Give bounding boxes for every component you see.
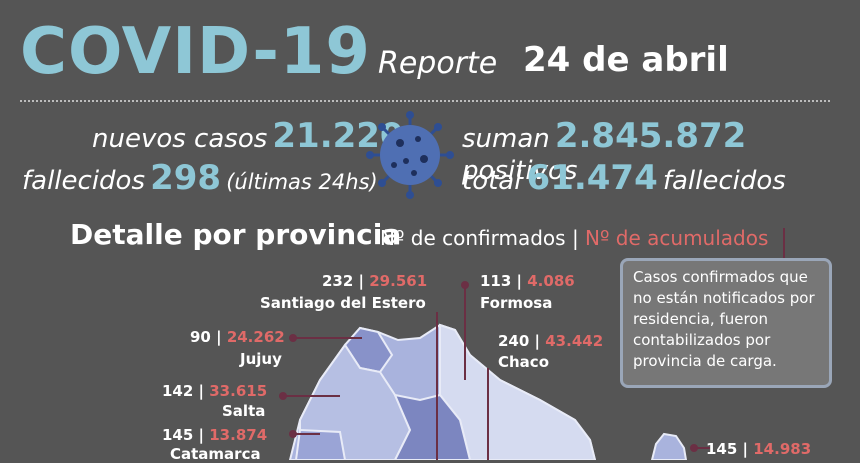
divider bbox=[20, 100, 830, 102]
legend-separator: | bbox=[571, 226, 579, 250]
fallecidos-label: fallecidos bbox=[22, 166, 146, 196]
page-title: COVID-19 bbox=[20, 15, 371, 89]
province-east-values: 145 | 14.983 bbox=[706, 440, 812, 458]
total-label: total bbox=[462, 166, 522, 196]
detalle-heading: Detalle por provincia bbox=[70, 218, 402, 251]
province-chaco-name: Chaco bbox=[498, 353, 550, 371]
report-label: Reporte bbox=[378, 46, 498, 81]
province-confirmados: 145 bbox=[706, 440, 738, 458]
suman-stat: suman 2.845.872 positivos bbox=[462, 116, 860, 186]
province-confirmados: 240 bbox=[498, 332, 530, 350]
acumulados-legend: Nº de acumulados bbox=[585, 226, 769, 250]
suman-value: 2.845.872 bbox=[554, 116, 747, 156]
map-region-santiago bbox=[393, 393, 472, 460]
province-confirmados: 90 bbox=[190, 328, 211, 346]
province-acumulados: 43.442 bbox=[545, 332, 604, 350]
province-santiago-name: Santiago del Estero bbox=[260, 294, 426, 312]
fallecidos-note: (últimas 24hs) bbox=[226, 170, 378, 194]
province-catamarca-name: Catamarca bbox=[170, 445, 261, 463]
province-salta-values: 142 | 33.615 bbox=[162, 382, 268, 400]
province-acumulados: 4.086 bbox=[527, 272, 575, 290]
total-value: 61.474 bbox=[526, 158, 658, 198]
map-region-catamarca bbox=[294, 428, 347, 460]
total-suffix: fallecidos bbox=[662, 166, 786, 196]
province-chaco-values: 240 | 43.442 bbox=[498, 332, 604, 350]
report-date: 24 de abril bbox=[523, 40, 729, 80]
fallecidos-value: 298 bbox=[150, 158, 222, 198]
province-catamarca-values: 145 | 13.874 bbox=[162, 426, 268, 444]
province-acumulados: 24.262 bbox=[226, 328, 285, 346]
province-confirmados: 232 bbox=[322, 272, 354, 290]
province-salta-name: Salta bbox=[222, 402, 266, 420]
province-acumulados: 29.561 bbox=[369, 272, 428, 290]
province-acumulados: 33.615 bbox=[209, 382, 268, 400]
province-confirmados: 145 bbox=[162, 426, 194, 444]
province-confirmados: 142 bbox=[162, 382, 194, 400]
province-jujuy-values: 90 | 24.262 bbox=[190, 328, 285, 346]
province-acumulados: 14.983 bbox=[753, 440, 812, 458]
province-santiago-values: 232 | 29.561 bbox=[322, 272, 428, 290]
note-box: Casos confirmados que no están notificad… bbox=[620, 258, 832, 388]
province-jujuy-name: Jujuy bbox=[240, 350, 282, 368]
positivos-label: positivos bbox=[462, 156, 578, 186]
fallecidos-stat: fallecidos 298 (últimas 24hs) bbox=[22, 158, 378, 198]
province-confirmados: 113 bbox=[480, 272, 512, 290]
total-stat: total 61.474 fallecidos bbox=[462, 158, 786, 198]
confirmados-legend: Nº de confirmados bbox=[380, 226, 566, 250]
map-region-east bbox=[650, 432, 688, 460]
province-acumulados: 13.874 bbox=[209, 426, 268, 444]
detalle-legend: Nº de confirmados | Nº de acumulados bbox=[380, 226, 768, 250]
province-formosa-name: Formosa bbox=[480, 294, 553, 312]
suman-label: suman bbox=[462, 124, 550, 154]
nuevos-casos-label: nuevos casos bbox=[92, 124, 268, 154]
province-formosa-values: 113 | 4.086 bbox=[480, 272, 575, 290]
